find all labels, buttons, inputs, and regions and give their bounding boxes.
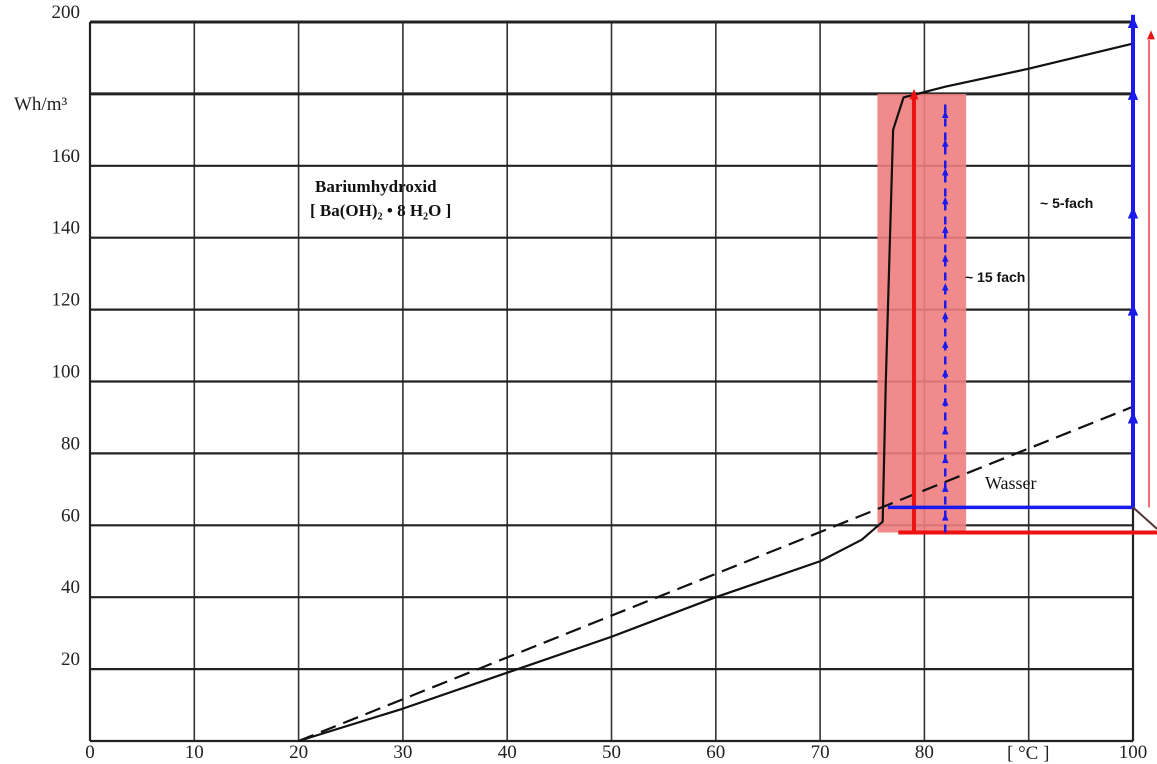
blue-small-arrowhead (942, 426, 949, 435)
right-edge-arrowhead (1147, 30, 1155, 40)
annotation-substance-formula: [ Ba(OH)₂ • 8 H₂O ] (310, 201, 451, 220)
x-tick-label: 20 (289, 742, 308, 763)
x-tick-label: 50 (602, 742, 621, 763)
blue-small-arrowhead (942, 369, 949, 377)
y-tick-label: 40 (61, 577, 80, 598)
y-tick-label: 100 (52, 362, 81, 383)
overlay-layer (887, 14, 1157, 535)
blue-small-arrowhead (942, 139, 949, 147)
blue-small-arrowhead (942, 311, 949, 320)
y-tick-label: 140 (52, 218, 81, 239)
annotation-layer: Bariumhydroxid [ Ba(OH)₂ • 8 H₂O ] ~ 5-f… (14, 94, 1093, 764)
blue-small-arrowhead (942, 196, 949, 205)
blue-small-arrowhead (942, 455, 949, 464)
tick-layer: 0 10 20 30 40 50 60 70 80 100 20 40 60 80 100 120 140 160… (52, 2, 1148, 763)
blue-arrowhead (1127, 411, 1139, 424)
blue-arrowhead (1127, 16, 1139, 28)
x-tick-label: 40 (498, 742, 517, 763)
annotation-wasser: Wasser (985, 473, 1037, 493)
x-tick-label: 10 (185, 742, 204, 763)
series-line-2 (298, 405, 1134, 743)
y-axis-unit: Wh/m³ (14, 94, 67, 115)
blue-arrowhead (1127, 303, 1139, 316)
y-tick-label: 60 (61, 505, 80, 526)
y-tick-label: 80 (61, 433, 80, 454)
y-tick-label: 160 (52, 146, 81, 167)
x-tick-label: 100 (1119, 742, 1148, 763)
x-tick-label: 0 (85, 742, 95, 763)
x-tick-label: 30 (393, 742, 412, 763)
blue-small-arrowhead (942, 513, 949, 521)
series-line-1 (298, 42, 1134, 743)
right-edge-stroke (1132, 506, 1157, 530)
blue-arrowhead (1127, 87, 1139, 100)
blue-small-arrowhead (942, 283, 949, 291)
series-layer (298, 42, 1134, 743)
blue-small-arrowhead (942, 340, 949, 349)
grid (88, 20, 1135, 743)
y-tick-label: 200 (52, 2, 81, 23)
x-tick-label: 60 (706, 742, 725, 763)
blue-small-arrowhead (942, 254, 949, 262)
blue-small-arrowhead (942, 398, 949, 406)
x-tick-label: 70 (811, 742, 830, 763)
x-axis-unit: [ °C ] (1007, 743, 1049, 764)
blue-small-arrowhead (942, 484, 949, 492)
blue-small-arrowhead (942, 167, 949, 176)
y-tick-label: 120 (52, 290, 81, 311)
highlight-band (877, 93, 967, 533)
x-tick-label: 80 (915, 742, 934, 763)
blue-small-arrowhead (942, 225, 949, 234)
annotation-substance-name: Bariumhydroxid (315, 177, 437, 196)
highlight-band-layer (877, 93, 967, 533)
annotation-5-fach: ~ 5-fach (1040, 195, 1093, 211)
blue-small-arrowhead (942, 110, 949, 118)
red-arrowhead (909, 88, 919, 100)
y-tick-label: 20 (61, 649, 80, 670)
blue-arrowhead (1127, 206, 1139, 219)
annotation-15-fach: ~ 15 fach (965, 269, 1025, 285)
